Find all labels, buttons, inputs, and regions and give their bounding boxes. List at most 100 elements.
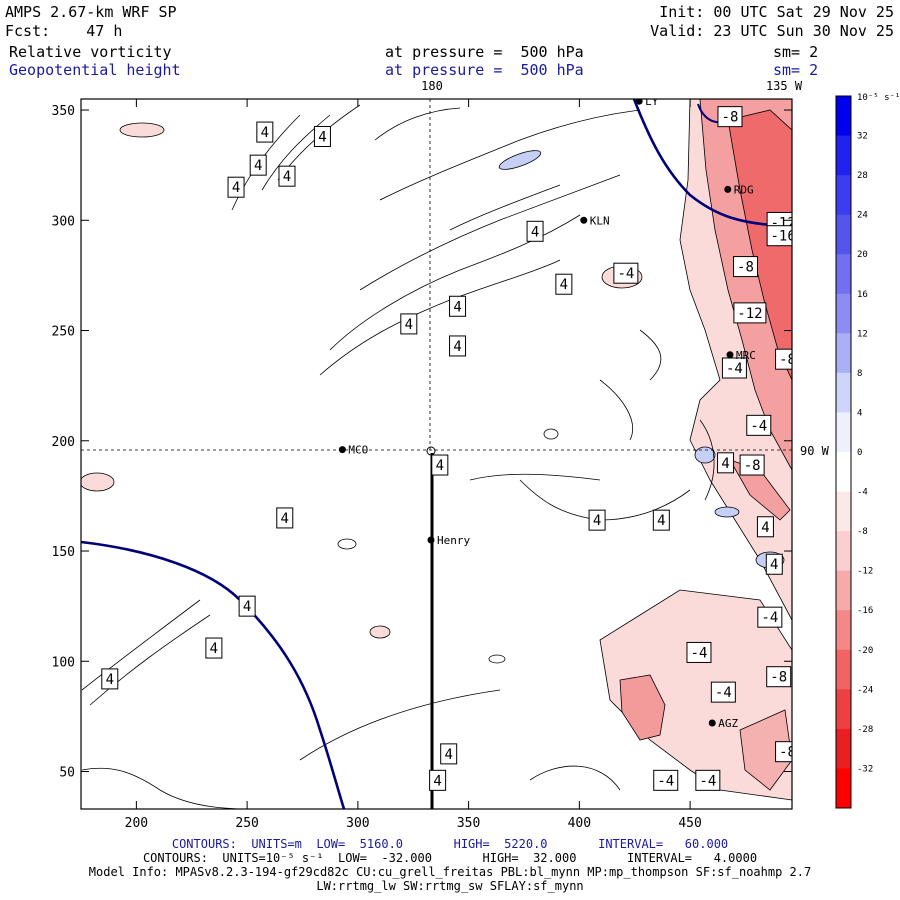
contour-label: 4 xyxy=(205,637,223,659)
plot-frame xyxy=(80,98,793,810)
colorbar-tick-label: 0 xyxy=(857,448,862,458)
contour-label: 4 xyxy=(238,595,256,617)
station-label: RDG xyxy=(734,183,754,196)
contour-label-text: 4 xyxy=(761,520,769,536)
height-contour-south xyxy=(81,540,346,809)
y-tick-label: 100 xyxy=(52,655,75,670)
colorbar-tick-label: 28 xyxy=(857,171,868,181)
forecast-hour: Fcst: 47 h xyxy=(5,22,123,40)
contour-label-text: 4 xyxy=(254,158,262,174)
contour-label: -8 xyxy=(775,348,792,370)
model-info: Model Info: MPASv8.2.3-194-gf29cd82c CU:… xyxy=(88,865,812,879)
contour-label: -12 xyxy=(733,302,767,324)
station-dot xyxy=(708,719,716,727)
contour-label-box xyxy=(429,769,447,791)
contour-label-text: -4 xyxy=(750,418,767,434)
contour-label-box xyxy=(555,273,573,295)
contour-label: 4 xyxy=(440,743,458,765)
contour-label: 4 xyxy=(101,668,119,690)
contour-label-text: 4 xyxy=(531,224,539,240)
colorbar-tick-label: -20 xyxy=(857,646,873,656)
contour-label: 4 xyxy=(227,176,245,198)
colorbar-tick-label: 32 xyxy=(857,132,868,142)
station-label: MCO xyxy=(348,444,368,457)
contour-label-text: 4 xyxy=(444,747,452,763)
contour-label: 4 xyxy=(765,553,783,575)
contour-label: -4 xyxy=(721,357,747,379)
colorbar-tick-label: -8 xyxy=(857,527,868,537)
station-label: AGZ xyxy=(718,717,738,730)
station-label: MRC xyxy=(736,349,756,362)
model-info-2: LW:rrtmg_lw SW:rrtmg_sw SFLAY:sf_mynn xyxy=(316,879,584,893)
contour-label-box xyxy=(695,769,721,791)
contour-label-text: 4 xyxy=(593,513,601,529)
contour-label-text: 4 xyxy=(243,599,251,615)
contour-label-box xyxy=(205,637,223,659)
contour-label: -8 xyxy=(766,666,792,688)
contour-label: 4 xyxy=(276,507,294,529)
lon-label-180: 180 xyxy=(421,79,443,93)
contour-label-text: 4 xyxy=(281,511,289,527)
contour-label-box xyxy=(249,154,267,176)
contour-label-text: -8 xyxy=(744,458,761,474)
contour-label-text: 4 xyxy=(283,169,291,185)
x-tick-label: 400 xyxy=(568,816,591,831)
contour-label: 4 xyxy=(431,454,449,476)
contour-label: 4 xyxy=(449,295,467,317)
station-label: KLN xyxy=(590,214,610,227)
contour-label-box xyxy=(710,681,736,703)
contour-label-box xyxy=(440,743,458,765)
station-agz: AGZ xyxy=(708,717,739,730)
contour-label: -4 xyxy=(686,641,712,663)
colorbar-swatch xyxy=(836,768,851,809)
contour-label-box xyxy=(449,335,467,357)
contour-label: 4 xyxy=(555,273,573,295)
vort-contour-info: CONTOURS: UNITS=10⁻⁵ s⁻¹ LOW= -32.000 HI… xyxy=(142,851,758,865)
lon-label-135w: 135 W xyxy=(766,79,803,93)
x-tick-label: 350 xyxy=(457,816,480,831)
contour-label-box xyxy=(449,295,467,317)
contour-label-box xyxy=(686,641,712,663)
neg-vort-patch xyxy=(81,472,115,492)
y-tick-label: 250 xyxy=(52,325,75,340)
field2-name: Geopotential height xyxy=(9,61,181,79)
valid-time: Valid: 23 UTC Sun 30 Nov 25 xyxy=(650,22,894,40)
contour-label-box xyxy=(732,256,758,278)
contour-label: 4 xyxy=(400,313,418,335)
contour-label-box xyxy=(717,106,743,128)
contour-label-box xyxy=(765,553,783,575)
contour-label: -8 xyxy=(717,106,743,128)
contour-label-text: 4 xyxy=(210,641,218,657)
colorbar-swatch xyxy=(836,531,851,572)
y-tick-label: 200 xyxy=(52,435,75,450)
colorbar-tick-label: 8 xyxy=(857,369,862,379)
colorbar-swatch xyxy=(836,333,851,374)
colorbar: 32 28 24 20 16 12 8 4 0 -4 -8 -12 -16 -20 -24 -28 -32 xyxy=(835,95,873,809)
colorbar-unit: 10⁻⁵ s⁻¹ xyxy=(857,93,900,103)
station-mrc: MRC xyxy=(726,349,756,362)
contour-label-text: -8 xyxy=(722,110,739,126)
contour-label-box xyxy=(101,668,119,690)
contour-label-text: -4 xyxy=(761,610,778,626)
colorbar-swatch xyxy=(836,689,851,730)
contour-label-box xyxy=(775,741,792,763)
colorbar-swatch xyxy=(836,452,851,493)
x-tick-label: 450 xyxy=(678,816,701,831)
contour-label: -8 xyxy=(775,741,792,763)
colorbar-swatch xyxy=(836,610,851,651)
contour-label-text: 4 xyxy=(232,180,240,196)
contour-label-text: 4 xyxy=(770,557,778,573)
contour-label-text: 4 xyxy=(453,299,461,315)
contour-label-box xyxy=(276,507,294,529)
contour-label-box xyxy=(588,509,606,531)
colorbar-swatch xyxy=(836,372,851,413)
contour-label-text: 4 xyxy=(436,458,444,474)
contour-label-box xyxy=(238,595,256,617)
colorbar-swatch xyxy=(836,135,851,176)
contour-label-box xyxy=(717,452,735,474)
x-tick-label: 300 xyxy=(346,816,369,831)
field1-name: Relative vorticity xyxy=(9,43,172,61)
contour-label-text: 4 xyxy=(560,277,568,293)
contour-label-text: -4 xyxy=(657,773,674,789)
